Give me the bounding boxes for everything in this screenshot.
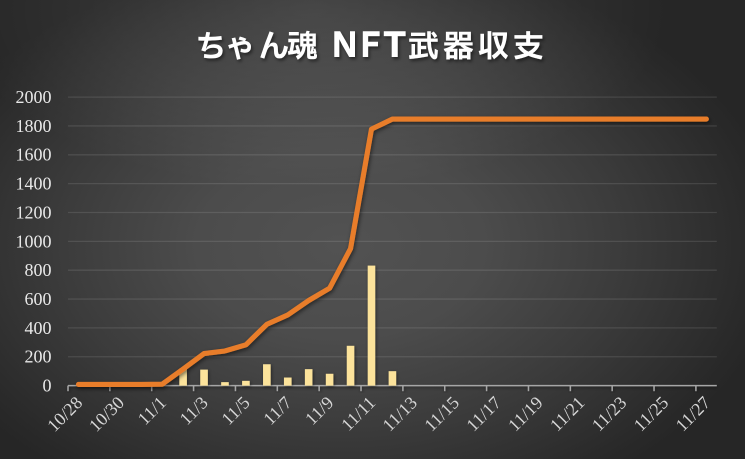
svg-text:11/13: 11/13 [378, 392, 421, 435]
svg-text:1000: 1000 [16, 231, 52, 251]
svg-text:11/11: 11/11 [337, 392, 379, 434]
svg-text:1600: 1600 [16, 145, 52, 165]
svg-text:11/15: 11/15 [420, 392, 463, 435]
svg-text:10/28: 10/28 [43, 392, 86, 435]
svg-text:1400: 1400 [16, 174, 52, 194]
svg-text:11/23: 11/23 [588, 392, 631, 435]
svg-text:600: 600 [25, 289, 52, 309]
svg-text:11/3: 11/3 [176, 392, 212, 428]
svg-text:0: 0 [43, 376, 52, 396]
svg-text:11/17: 11/17 [462, 392, 505, 435]
svg-text:2000: 2000 [16, 87, 52, 107]
svg-text:11/25: 11/25 [630, 392, 673, 435]
svg-text:200: 200 [25, 347, 52, 367]
svg-text:11/5: 11/5 [217, 392, 253, 428]
svg-text:400: 400 [25, 318, 52, 338]
svg-text:10/30: 10/30 [85, 392, 128, 435]
svg-text:11/19: 11/19 [504, 392, 547, 435]
svg-text:1200: 1200 [16, 202, 52, 222]
svg-text:1800: 1800 [16, 116, 52, 136]
svg-text:11/27: 11/27 [672, 392, 715, 435]
svg-text:11/21: 11/21 [546, 392, 589, 435]
svg-text:800: 800 [25, 260, 52, 280]
svg-text:11/1: 11/1 [134, 392, 170, 428]
svg-text:11/7: 11/7 [259, 392, 295, 428]
svg-text:11/9: 11/9 [301, 392, 337, 428]
